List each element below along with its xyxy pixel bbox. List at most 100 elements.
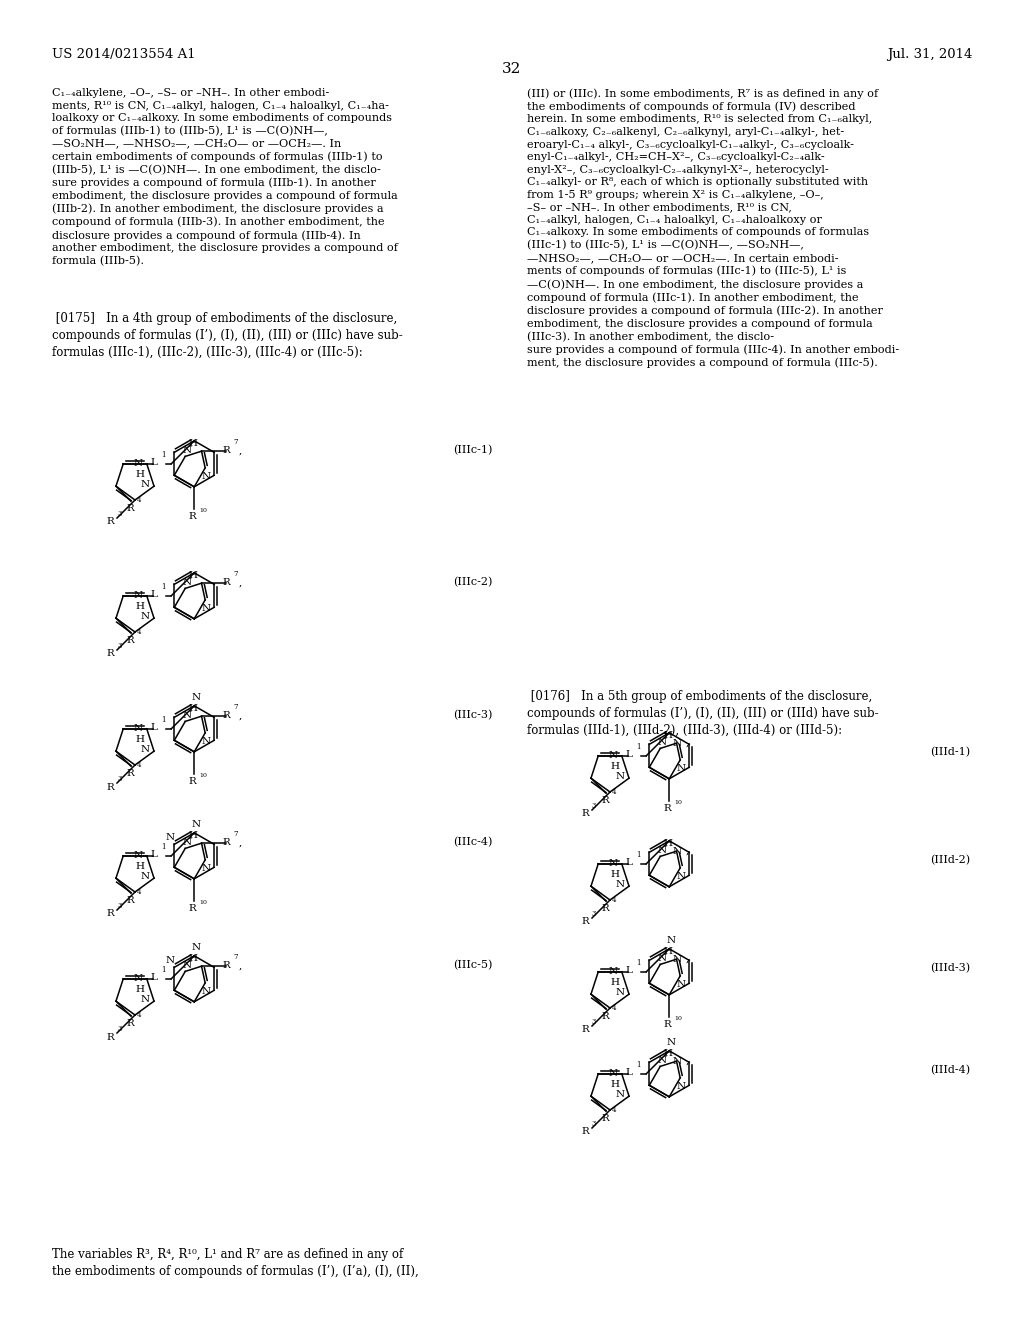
Text: N: N [615, 772, 625, 780]
Text: L: L [151, 590, 158, 599]
Text: N: N [191, 693, 201, 702]
Text: 4: 4 [137, 628, 141, 636]
Text: 3: 3 [592, 803, 596, 810]
Text: H: H [135, 862, 144, 871]
Text: 4: 4 [612, 1106, 616, 1114]
Text: R: R [222, 446, 230, 454]
Text: 3: 3 [117, 1026, 122, 1034]
Text: ,: , [685, 739, 689, 747]
Text: ,: , [239, 711, 242, 721]
Text: (IIIc-1): (IIIc-1) [453, 445, 492, 455]
Text: (IIIc-3): (IIIc-3) [453, 710, 492, 721]
Text: N: N [202, 987, 211, 997]
Text: [0176]   In a 5th group of embodiments of the disclosure,
compounds of formulas : [0176] In a 5th group of embodiments of … [527, 690, 879, 737]
Text: (III) or (IIIc). In some embodiments, R⁷ is as defined in any of
the embodiments: (III) or (IIIc). In some embodiments, R⁷… [527, 88, 899, 368]
Text: Jul. 31, 2014: Jul. 31, 2014 [887, 48, 972, 61]
Text: N: N [608, 1069, 617, 1078]
Text: R: R [582, 1026, 589, 1035]
Text: N: N [133, 459, 142, 469]
Text: H: H [188, 438, 198, 447]
Text: 1: 1 [636, 851, 641, 859]
Text: H: H [610, 762, 620, 771]
Text: R: R [664, 1020, 671, 1030]
Text: N: N [133, 725, 142, 734]
Text: H: H [188, 570, 198, 579]
Text: L: L [151, 850, 158, 859]
Text: R: R [582, 809, 589, 818]
Text: 4: 4 [612, 896, 616, 904]
Text: N: N [615, 1090, 625, 1098]
Text: 3: 3 [592, 1018, 596, 1026]
Text: N: N [673, 954, 682, 964]
Text: 3: 3 [592, 1119, 596, 1129]
Text: 4: 4 [137, 888, 141, 896]
Text: R: R [601, 1011, 609, 1020]
Text: L: L [151, 458, 158, 467]
Text: N: N [657, 954, 667, 962]
Text: N: N [608, 859, 617, 869]
Text: N: N [140, 871, 150, 880]
Text: H: H [610, 870, 620, 879]
Text: N: N [677, 1082, 686, 1092]
Text: N: N [182, 446, 191, 455]
Text: N: N [667, 936, 676, 945]
Text: 7: 7 [233, 953, 238, 961]
Text: H: H [664, 731, 673, 741]
Text: US 2014/0213554 A1: US 2014/0213554 A1 [52, 48, 196, 61]
Text: R: R [601, 1114, 609, 1123]
Text: H: H [610, 1080, 620, 1089]
Text: R: R [106, 783, 114, 792]
Text: (IIId-3): (IIId-3) [930, 962, 970, 973]
Text: (IIIc-4): (IIIc-4) [453, 837, 492, 847]
Text: N: N [615, 879, 625, 888]
Text: [0175]   In a 4th group of embodiments of the disclosure,
compounds of formulas : [0175] In a 4th group of embodiments of … [52, 312, 402, 359]
Text: R: R [106, 517, 114, 527]
Text: 3: 3 [117, 510, 122, 517]
Text: H: H [188, 954, 198, 962]
Text: L: L [626, 1068, 633, 1077]
Text: N: N [202, 738, 211, 746]
Text: 1: 1 [161, 966, 166, 974]
Text: N: N [673, 739, 682, 747]
Text: (IIIc-2): (IIIc-2) [453, 577, 492, 587]
Text: H: H [610, 978, 620, 986]
Text: ,: , [685, 846, 689, 855]
Text: 1: 1 [161, 583, 166, 591]
Text: 4: 4 [137, 1011, 141, 1019]
Text: 7: 7 [233, 438, 238, 446]
Text: 10: 10 [200, 772, 207, 777]
Text: 3: 3 [117, 642, 122, 649]
Text: R: R [582, 1127, 589, 1137]
Text: N: N [677, 873, 686, 882]
Text: 4: 4 [612, 788, 616, 796]
Text: N: N [615, 987, 625, 997]
Text: N: N [140, 479, 150, 488]
Text: R: R [601, 904, 609, 912]
Text: N: N [133, 974, 142, 983]
Text: N: N [202, 473, 211, 482]
Text: ,: , [239, 446, 242, 455]
Text: L: L [626, 858, 633, 867]
Text: R: R [188, 512, 197, 521]
Text: R: R [664, 804, 671, 813]
Text: L: L [626, 750, 633, 759]
Text: H: H [664, 946, 673, 956]
Text: H: H [135, 735, 144, 743]
Text: N: N [657, 1056, 667, 1065]
Text: N: N [202, 865, 211, 874]
Text: R: R [126, 636, 134, 644]
Text: (IIId-4): (IIId-4) [930, 1065, 970, 1076]
Text: H: H [135, 602, 144, 611]
Text: 10: 10 [200, 900, 207, 904]
Text: 4: 4 [612, 1005, 616, 1012]
Text: (IIId-2): (IIId-2) [930, 855, 970, 865]
Text: R: R [188, 777, 197, 787]
Text: R: R [222, 578, 230, 586]
Text: N: N [182, 578, 191, 587]
Text: 1: 1 [636, 958, 641, 966]
Text: R: R [582, 917, 589, 927]
Text: 10: 10 [200, 508, 207, 512]
Text: H: H [664, 840, 673, 847]
Text: R: R [106, 909, 114, 919]
Text: R: R [126, 896, 134, 904]
